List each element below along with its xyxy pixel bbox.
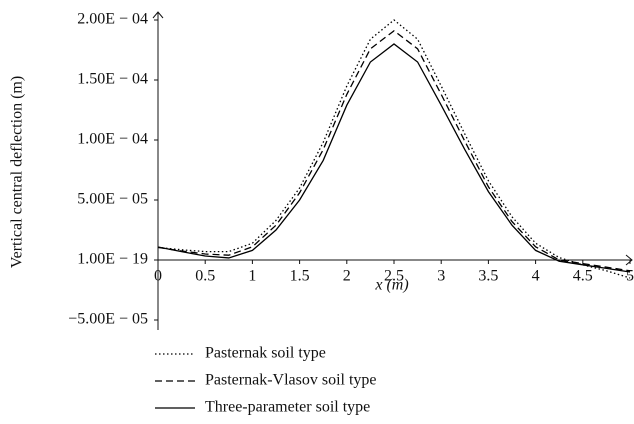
x-tick-label: 3.5 bbox=[478, 268, 498, 285]
y-axis-arrow bbox=[152, 11, 164, 19]
legend-label: Three-parameter soil type bbox=[205, 399, 370, 416]
y-tick-label: 1.50E − 04 bbox=[77, 71, 148, 88]
x-tick-label: 5 bbox=[626, 268, 634, 285]
series-line bbox=[157, 19, 631, 279]
x-axis-arrow bbox=[625, 254, 633, 266]
y-tick-label: 1.00E − 19 bbox=[77, 251, 148, 268]
x-tick-label: 4 bbox=[532, 268, 540, 285]
x-tick-label: 2 bbox=[343, 268, 351, 285]
legend-label: Pasternak soil type bbox=[205, 345, 326, 362]
x-tick-label: 1 bbox=[248, 268, 256, 285]
y-tick-label: −5.00E − 05 bbox=[68, 311, 148, 328]
y-tick-label: 5.00E − 05 bbox=[77, 191, 148, 208]
x-tick-label: 0 bbox=[154, 268, 162, 285]
x-tick-label: 2.5 bbox=[384, 268, 404, 285]
x-tick-label: 3 bbox=[437, 268, 445, 285]
y-axis-label: Vertical central deflection (m) bbox=[9, 76, 26, 268]
x-tick-label: 0.5 bbox=[195, 268, 215, 285]
x-axis-label: x (m) bbox=[374, 277, 408, 294]
y-tick-label: 2.00E − 04 bbox=[77, 11, 148, 28]
x-tick-label: 4.5 bbox=[573, 268, 593, 285]
y-tick-label: 1.00E − 04 bbox=[77, 131, 148, 148]
legend-label: Pasternak-Vlasov soil type bbox=[205, 372, 377, 389]
series-line bbox=[157, 29, 631, 272]
x-tick-label: 1.5 bbox=[290, 268, 310, 285]
series-line bbox=[157, 43, 631, 273]
